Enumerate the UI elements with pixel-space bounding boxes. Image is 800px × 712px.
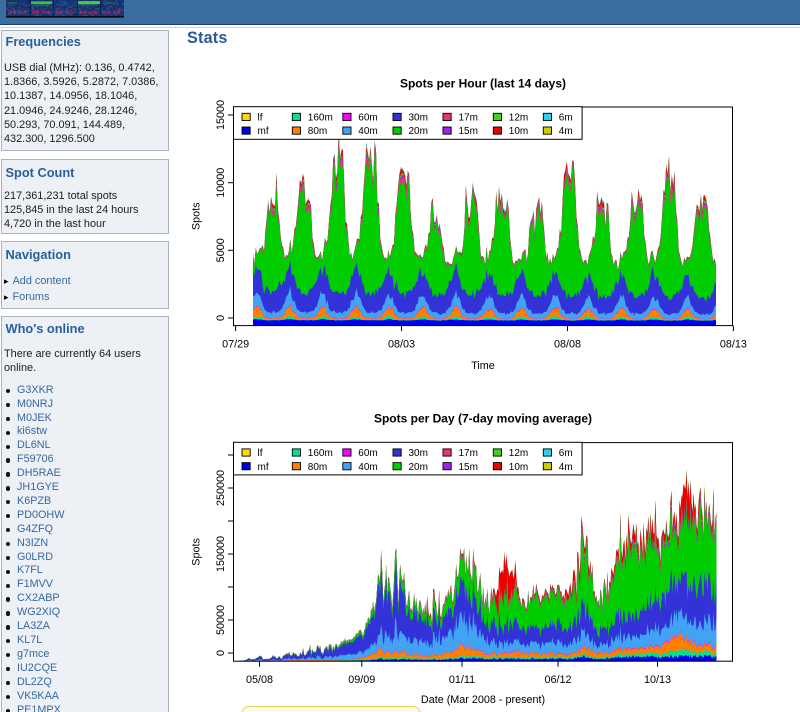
svg-text:06/12: 06/12 [544, 674, 571, 686]
svg-text:Spots: Spots [191, 202, 203, 230]
svg-text:Date (Mar 2008 - present): Date (Mar 2008 - present) [421, 694, 545, 706]
svg-text:20m: 20m [409, 126, 428, 137]
svg-text:4m: 4m [559, 126, 573, 137]
svg-text:mf: mf [258, 126, 269, 137]
svg-text:4m: 4m [559, 462, 573, 473]
svg-text:60m: 60m [358, 113, 377, 124]
svg-text:Spots per Day (7-day moving av: Spots per Day (7-day moving average) [374, 412, 592, 426]
svg-text:12m: 12m [509, 113, 528, 124]
svg-text:15000: 15000 [215, 100, 227, 130]
svg-text:09/09: 09/09 [348, 674, 375, 686]
svg-text:lf: lf [258, 113, 263, 124]
svg-text:160m: 160m [308, 448, 333, 459]
svg-text:12m: 12m [509, 448, 528, 459]
svg-text:05/08: 05/08 [246, 674, 273, 686]
svg-text:0: 0 [215, 315, 227, 321]
svg-text:160m: 160m [308, 113, 333, 124]
svg-text:60m: 60m [358, 448, 377, 459]
svg-text:10m: 10m [509, 462, 528, 473]
svg-text:Spots per Hour (last 14 days): Spots per Hour (last 14 days) [400, 77, 566, 91]
svg-text:10/13: 10/13 [644, 674, 671, 686]
svg-text:17m: 17m [459, 448, 478, 459]
svg-text:15m: 15m [459, 462, 478, 473]
svg-text:80m: 80m [308, 126, 327, 137]
svg-text:6m: 6m [559, 113, 573, 124]
svg-text:150000: 150000 [215, 536, 227, 572]
svg-text:08/08: 08/08 [554, 339, 581, 351]
svg-text:50000: 50000 [215, 605, 227, 635]
svg-text:0: 0 [215, 650, 227, 656]
svg-text:250000: 250000 [215, 470, 227, 506]
svg-text:Time: Time [471, 360, 495, 372]
svg-text:10000: 10000 [215, 168, 227, 198]
svg-text:40m: 40m [358, 126, 377, 137]
svg-text:6m: 6m [559, 448, 573, 459]
svg-text:Spots: Spots [191, 537, 203, 565]
svg-text:01/11: 01/11 [449, 674, 475, 686]
svg-text:40m: 40m [358, 462, 377, 473]
svg-text:08/03: 08/03 [388, 339, 415, 351]
svg-text:30m: 30m [409, 113, 428, 124]
svg-text:08/13: 08/13 [720, 339, 747, 351]
svg-text:20m: 20m [409, 462, 428, 473]
svg-text:17m: 17m [459, 113, 478, 124]
svg-text:15m: 15m [459, 126, 478, 137]
svg-text:10m: 10m [509, 126, 528, 137]
svg-text:80m: 80m [308, 462, 327, 473]
svg-text:30m: 30m [409, 448, 428, 459]
svg-text:mf: mf [258, 462, 269, 473]
svg-text:lf: lf [258, 448, 263, 459]
svg-text:07/29: 07/29 [222, 339, 249, 351]
svg-text:5000: 5000 [215, 238, 227, 262]
